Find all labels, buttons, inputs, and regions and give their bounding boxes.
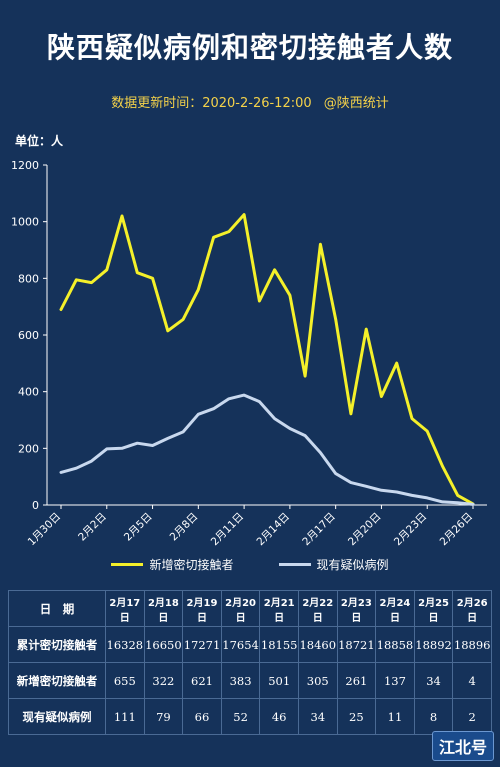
subtitle: 数据更新时间：2020-2-26-12:00 @陕西统计 xyxy=(0,92,500,111)
table-cell: 2 xyxy=(452,698,492,735)
x-tick-label: 1月30日 xyxy=(26,511,64,549)
table-cell: 18721 xyxy=(336,626,377,663)
table-cell: 621 xyxy=(182,662,222,699)
table-cell: 16328 xyxy=(105,626,145,663)
table-cell: 655 xyxy=(105,662,145,699)
table-date: 2月20日 xyxy=(220,590,261,627)
table-cell: 66 xyxy=(182,698,222,735)
legend: 新增密切接触者 现有疑似病例 xyxy=(0,556,500,573)
y-tick-label: 1000 xyxy=(11,216,39,229)
x-tick-label: 2月11日 xyxy=(209,511,247,549)
table-cell: 17271 xyxy=(182,626,222,663)
table-cell: 17654 xyxy=(220,626,261,663)
table-cell: 137 xyxy=(375,662,415,699)
series-line-new-contacts xyxy=(59,213,475,506)
table-cell: 34 xyxy=(297,698,338,735)
table-cell: 18155 xyxy=(259,626,299,663)
table-date: 2月25日 xyxy=(413,590,454,627)
y-tick-label: 0 xyxy=(32,499,39,512)
table-row-label: 现有疑似病例 xyxy=(8,698,106,735)
table-date: 2月24日 xyxy=(375,590,415,627)
table-cell: 46 xyxy=(259,698,299,735)
table-cell: 79 xyxy=(143,698,184,735)
table-date: 2月17日 xyxy=(105,590,145,627)
source-label: @陕西统计 xyxy=(323,96,389,111)
table-cell: 305 xyxy=(297,662,338,699)
x-tick-label: 2月14日 xyxy=(255,511,293,549)
table-cell: 16650 xyxy=(143,626,184,663)
unit-label: 单位：人 xyxy=(15,134,64,148)
x-tick-label: 2月26日 xyxy=(438,511,476,549)
x-tick-label: 2月17日 xyxy=(300,511,338,549)
table-cell: 383 xyxy=(220,662,261,699)
table-cell: 18858 xyxy=(375,626,415,663)
y-tick-label: 800 xyxy=(18,272,39,285)
table-cell: 11 xyxy=(375,698,415,735)
legend-label-new-contacts: 新增密切接触者 xyxy=(149,558,234,572)
x-tick-label: 2月20日 xyxy=(346,511,384,549)
table-cell: 52 xyxy=(220,698,261,735)
data-table: 日 期 2月17日 2月18日 2月19日 2月20日 2月21日 2月22日 … xyxy=(8,590,492,735)
table-cell: 111 xyxy=(105,698,145,735)
table-cell: 4 xyxy=(452,662,492,699)
legend-item-suspected: 现有疑似病例 xyxy=(278,556,389,573)
table-header-label: 日 期 xyxy=(8,590,106,627)
x-tick-label: 2月5日 xyxy=(122,511,155,544)
x-tick-label: 2月23日 xyxy=(392,511,430,549)
table-row-label: 累计密切接触者 xyxy=(8,626,106,663)
table-date: 2月18日 xyxy=(143,590,184,627)
page-title: 陕西疑似病例和密切接触者人数 xyxy=(46,31,453,64)
series-line-suspected xyxy=(59,393,475,506)
legend-swatch-suspected xyxy=(278,563,311,566)
table-date: 2月26日 xyxy=(452,590,492,627)
x-tick-label: 2月2日 xyxy=(76,511,109,544)
table-row-label: 新增密切接触者 xyxy=(8,662,106,699)
table-row: 新增密切接触者 655 322 621 383 501 305 261 137 … xyxy=(8,662,492,699)
y-tick-label: 600 xyxy=(18,329,39,342)
table-date: 2月19日 xyxy=(182,590,222,627)
table-cell: 261 xyxy=(336,662,377,699)
table-cell: 34 xyxy=(413,662,454,699)
table-row: 累计密切接触者 16328 16650 17271 17654 18155 18… xyxy=(8,626,492,663)
y-tick-label: 200 xyxy=(18,442,39,455)
table-date: 2月21日 xyxy=(259,590,299,627)
table-date: 2月22日 xyxy=(297,590,338,627)
y-tick-label: 400 xyxy=(18,386,39,399)
watermark-logo: 江北号 xyxy=(431,731,494,761)
legend-label-suspected: 现有疑似病例 xyxy=(316,558,389,572)
update-time: 数据更新时间：2020-2-26-12:00 xyxy=(111,96,312,111)
table-date: 2月23日 xyxy=(336,590,377,627)
legend-item-new-contacts: 新增密切接触者 xyxy=(111,556,234,573)
table-cell: 8 xyxy=(413,698,454,735)
table-cell: 18460 xyxy=(297,626,338,663)
table-cell: 18896 xyxy=(452,626,492,663)
table-cell: 322 xyxy=(143,662,184,699)
x-tick-label: 2月8日 xyxy=(168,511,201,544)
table-header-row: 日 期 2月17日 2月18日 2月19日 2月20日 2月21日 2月22日 … xyxy=(8,590,492,627)
table-cell: 501 xyxy=(259,662,299,699)
table-row: 现有疑似病例 111 79 66 52 46 34 25 11 8 2 xyxy=(8,698,492,735)
table-cell: 18892 xyxy=(413,626,454,663)
legend-swatch-new-contacts xyxy=(111,563,144,566)
table-cell: 25 xyxy=(336,698,377,735)
y-tick-label: 1200 xyxy=(11,159,39,172)
